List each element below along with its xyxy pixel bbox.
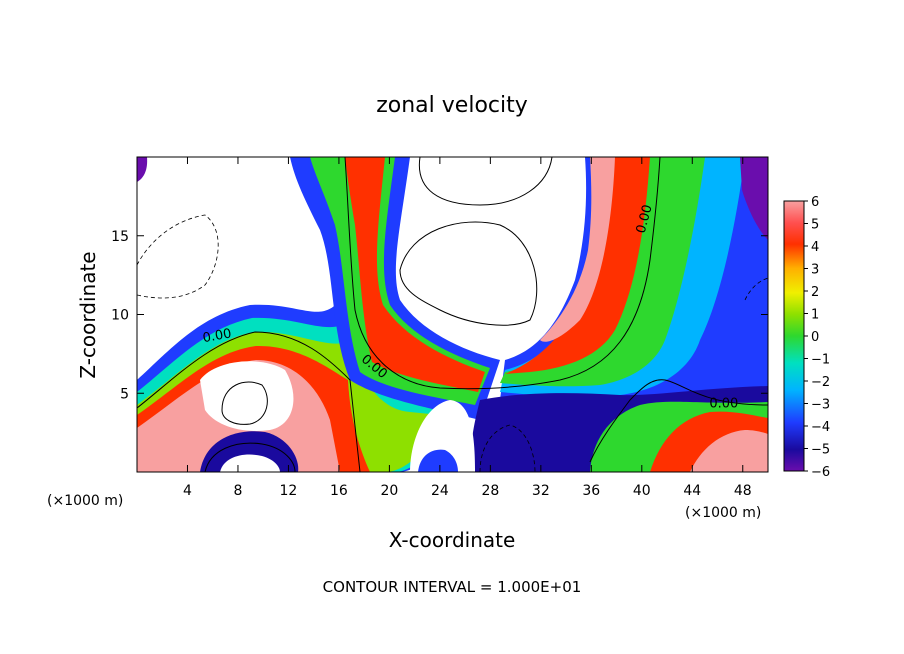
x-tick-label: 48 <box>734 483 752 499</box>
contour-zero-right <box>589 379 768 463</box>
field-plume-right-pink <box>540 157 615 342</box>
field-pocket-left <box>200 361 294 431</box>
x-tick-label: 36 <box>582 483 600 499</box>
colorbar-label: −2 <box>811 375 830 390</box>
colorbar-labels: 6 5 4 3 2 1 0 −1 −2 −3 −4 −5 −6 <box>804 195 830 480</box>
contour-dashed <box>137 214 768 472</box>
velocity-field: 0.000.000.000.00 <box>137 157 768 472</box>
x-axis-label: X-coordinate <box>389 528 516 552</box>
contour-interval-footer: CONTOUR INTERVAL = 1.000E+01 <box>323 578 582 596</box>
x-unit-left: (×1000 m) <box>47 493 123 509</box>
colorbar-gradient <box>783 200 805 472</box>
x-axis-ticks: 4 8 12 16 20 24 28 32 36 40 44 48 <box>183 157 752 499</box>
contour-zero-center <box>344 157 661 390</box>
contour-zero-left <box>137 331 361 472</box>
colorbar-label: −3 <box>811 398 830 413</box>
y-tick-label: 5 <box>120 386 129 402</box>
colorbar-label: −1 <box>811 353 830 368</box>
y-axis-label: Z-coordinate <box>76 251 100 378</box>
contour-bottom-cell <box>204 442 296 472</box>
x-tick-label: 12 <box>280 483 298 499</box>
x-tick-label: 4 <box>183 483 192 499</box>
field-plume-right-red <box>505 157 650 374</box>
chart-title: zonal velocity <box>376 93 528 118</box>
field-plume-center-red <box>345 157 485 392</box>
field-small-blue-cell <box>418 449 458 472</box>
contour-thin-cell-center <box>399 221 538 326</box>
x-unit-right: (×1000 m) <box>685 505 761 521</box>
colorbar-label: 0 <box>811 330 819 345</box>
contour-negative-left <box>137 214 219 299</box>
contour-label: 0.00 <box>709 396 738 411</box>
field-corner-purple <box>137 157 148 182</box>
field-lower-right-pink <box>690 430 768 472</box>
y-axis-ticks: 5 10 15 <box>111 229 768 402</box>
x-tick-label: 8 <box>233 483 242 499</box>
contour-label: 0.00 <box>202 326 233 346</box>
contour-thin-cell-left <box>221 381 268 425</box>
colorbar-label: 6 <box>811 195 819 210</box>
contour-label: 0.00 <box>634 203 656 235</box>
x-tick-label: 20 <box>380 483 398 499</box>
field-pocket-bottom-inner <box>220 454 280 472</box>
field-right-edge-purple <box>740 157 768 240</box>
colorbar-label: 3 <box>811 263 819 278</box>
colorbar-label: 2 <box>811 285 819 300</box>
x-tick-label: 40 <box>633 483 651 499</box>
x-tick-label: 24 <box>431 483 449 499</box>
x-tick-label: 16 <box>330 483 348 499</box>
colorbar-label: 5 <box>811 218 819 233</box>
x-tick-label: 28 <box>481 483 499 499</box>
colorbar: 6 5 4 3 2 1 0 −1 −2 −3 −4 −5 −6 <box>783 195 830 480</box>
contour-negative-right <box>744 277 768 301</box>
contour-thin-cell-top <box>418 157 553 206</box>
colorbar-label: −4 <box>811 420 830 435</box>
colorbar-label: 4 <box>811 240 819 255</box>
plot-area: 0.000.000.000.00 4 8 12 16 20 24 28 32 36 40 44 48 … <box>111 156 769 499</box>
colorbar-label: 1 <box>811 308 819 323</box>
colorbar-label: −6 <box>811 465 830 480</box>
contour-lines <box>137 157 768 472</box>
y-tick-label: 15 <box>111 229 129 245</box>
y-tick-label: 10 <box>111 308 129 324</box>
x-tick-label: 44 <box>683 483 701 499</box>
x-tick-label: 32 <box>532 483 550 499</box>
colorbar-label: −5 <box>811 443 830 458</box>
field-pocket-center <box>410 400 475 472</box>
contour-negative-bottom <box>479 424 536 472</box>
